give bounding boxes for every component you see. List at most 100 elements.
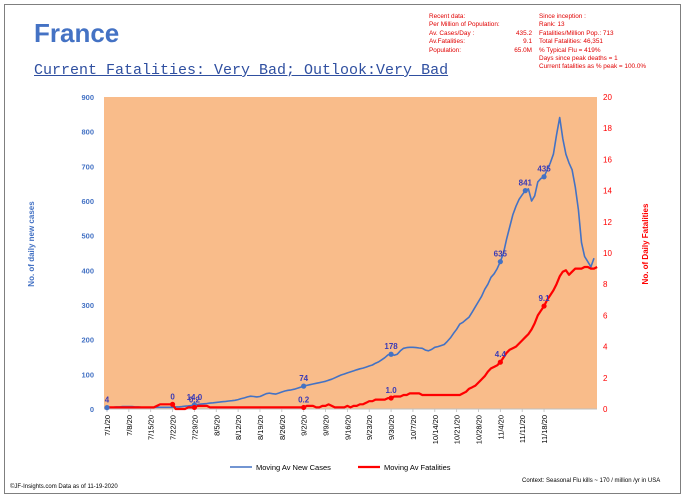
fatalities-data-label: 1.0: [386, 386, 398, 395]
y2-axis-title: No. of Daily Fatalities: [641, 203, 650, 284]
y-tick-label: 500: [81, 232, 94, 241]
series-line-cases: [106, 116, 595, 409]
fatalities-marker: [388, 395, 394, 401]
since-line: Rank: 13: [539, 21, 565, 29]
plot-area: [104, 97, 597, 409]
fatalities-data-label: 0: [170, 392, 175, 401]
y2-tick-label: 4: [603, 343, 608, 352]
x-tick-label: 7/8/20: [125, 415, 134, 436]
recent-row: Av. Cases/Day : 435.2: [429, 30, 532, 38]
x-tick-label: 9/30/20: [387, 415, 396, 440]
x-tick-label: 7/15/20: [147, 415, 156, 440]
y-tick-label: 200: [81, 336, 94, 345]
x-tick-label: 8/19/20: [256, 415, 265, 440]
x-tick-label: 10/21/20: [453, 415, 462, 444]
y2-tick-label: 10: [603, 249, 612, 258]
recent-row-label: Av.Fatalities:: [429, 38, 465, 46]
cases-data-label: 635: [494, 250, 508, 259]
since-line: Current fatalities as % peak = 100.0%: [539, 63, 647, 71]
x-tick-label: 7/29/20: [190, 415, 199, 440]
since-line: Days since peak deaths = 1: [539, 55, 618, 63]
since-line: Fatalities/Million Pop.: 713: [539, 29, 614, 37]
cases-marker: [541, 174, 547, 180]
chart-subtitle: Current Fatalities: Very Bad; Outlook:Ve…: [34, 62, 449, 79]
recent-row: Population: 65.0M: [429, 47, 532, 55]
y-tick-label: 400: [81, 266, 94, 275]
x-tick-label: 9/16/20: [343, 415, 352, 440]
x-tick-label: 8/12/20: [234, 415, 243, 440]
cases-data-label: 4: [105, 396, 110, 405]
cases-data-label: 14.0: [187, 393, 203, 402]
recent-heading: Recent data:: [429, 13, 466, 20]
x-tick-label: 10/14/20: [431, 415, 440, 444]
legend-label-fatalities: Moving Av Fatalities: [384, 463, 451, 472]
cases-marker: [388, 351, 394, 357]
y2-tick-label: 12: [603, 218, 612, 227]
cases-marker: [522, 188, 528, 194]
x-tick-label: 10/28/20: [474, 415, 483, 444]
fatalities-data-label: 0.2: [189, 395, 201, 404]
series-line-fatalities: [107, 265, 598, 411]
fatalities-marker: [191, 404, 198, 411]
y-axis-title: No. of daily new cases: [27, 201, 36, 287]
since-line: % Typical Flu = 419%: [539, 46, 601, 54]
y2-tick-label: 16: [603, 155, 612, 164]
x-tick-label: 7/22/20: [169, 415, 178, 440]
fatalities-data-label: 0.2: [298, 395, 310, 404]
recent-row-value: 65.0M: [514, 46, 532, 54]
y2-tick-label: 2: [603, 374, 608, 383]
fatalities-marker: [169, 401, 176, 407]
page-title: France: [34, 18, 120, 48]
fatalities-data-label: 4.4: [495, 350, 507, 359]
x-tick-label: 8/26/20: [278, 415, 287, 440]
x-tick-label: 11/4/20: [496, 415, 505, 439]
recent-row-label: Population:: [429, 46, 461, 54]
cases-marker: [301, 383, 307, 389]
recent-row-value: 9.1: [523, 38, 532, 46]
fatalities-marker: [497, 359, 503, 365]
x-tick-label: 11/18/20: [540, 415, 549, 444]
x-tick-label: 9/23/20: [365, 415, 374, 440]
x-tick-label: 7/1/20: [103, 415, 112, 436]
y-tick-label: 600: [81, 197, 94, 206]
y2-tick-label: 20: [603, 93, 612, 102]
y-tick-label: 100: [81, 370, 94, 379]
y2-tick-label: 18: [603, 124, 612, 133]
fatalities-data-label: 9.1: [538, 294, 550, 303]
recent-row: Av.Fatalities: 9.1: [429, 38, 532, 46]
recent-row-label: Av. Cases/Day :: [429, 29, 475, 37]
cases-marker: [104, 405, 110, 411]
legend-label-cases: Moving Av New Cases: [256, 463, 331, 472]
y-tick-label: 700: [81, 162, 94, 171]
y-tick-label: 0: [90, 405, 94, 414]
since-line: Total Fatalities: 46,351: [539, 38, 603, 46]
y-tick-label: 300: [81, 301, 94, 310]
footer-source: ©JF-Insights.com Data as of 11-19-2020: [10, 484, 118, 490]
x-tick-label: 9/9/20: [322, 415, 331, 436]
y2-tick-label: 6: [603, 311, 608, 320]
x-tick-label: 9/2/20: [300, 415, 309, 436]
cases-data-label: 74: [299, 374, 308, 383]
cases-data-label: 435: [537, 165, 551, 174]
y2-tick-label: 0: [603, 405, 608, 414]
recent-row-value: 435.2: [516, 29, 532, 37]
chart-frame: [4, 4, 681, 494]
recent-subheading: Per Million of Population:: [429, 21, 500, 29]
recent-data-panel: Recent data: Per Million of Population: …: [429, 13, 532, 55]
y2-tick-label: 14: [603, 187, 612, 196]
since-inception-panel: Since inception : Rank: 13 Fatalities/Mi…: [539, 13, 646, 72]
y-tick-label: 900: [81, 93, 94, 102]
x-tick-label: 10/7/20: [409, 415, 418, 440]
cases-marker: [497, 259, 503, 265]
y-tick-label: 800: [81, 128, 94, 137]
x-tick-label: 11/11/20: [518, 415, 527, 443]
y2-tick-label: 8: [603, 280, 608, 289]
fatalities-marker: [541, 303, 547, 309]
footer-context: Context: Seasonal Flu kills ~ 170 / mill…: [522, 478, 661, 484]
cases-data-label: 178: [384, 342, 398, 351]
cases-data-label: 841: [519, 179, 533, 188]
fatalities-marker: [301, 404, 307, 411]
x-tick-label: 8/5/20: [212, 415, 221, 436]
since-heading: Since inception :: [539, 13, 586, 20]
